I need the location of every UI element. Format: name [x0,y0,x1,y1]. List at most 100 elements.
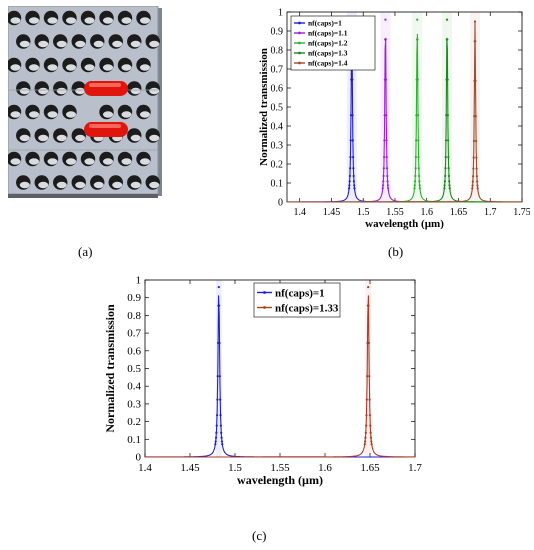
series-point [413,184,416,187]
series-point [215,431,218,434]
air-hole [80,57,96,73]
air-hole [16,34,31,49]
x-tick-label: 1.5 [228,462,242,474]
y-tick-label: 0.8 [271,46,284,57]
air-hole [62,151,77,167]
series-point [349,114,353,117]
air-hole [99,104,114,120]
series-point [370,440,373,443]
legend-entry: nf(caps)=1.3 [308,49,348,58]
series-point [383,114,386,117]
air-hole [53,81,68,96]
y-tick-label: 0.7 [271,65,284,76]
series-point [351,139,354,142]
legend-marker [263,306,266,309]
series-point [214,443,217,446]
legend-entry: nf(caps)=1 [275,287,325,299]
series-point [472,156,475,159]
series-point [413,187,416,190]
air-hole [16,175,31,190]
panel-label-c: (c) [252,528,267,543]
legend-entry: nf(caps)=1.4 [308,59,348,68]
air-hole [8,104,22,120]
legend-marker [263,291,266,294]
legend-marker [298,51,301,55]
series-point [382,180,385,183]
legend-entry: nf(caps)=1.2 [308,39,348,48]
y-tick-label: 0.5 [271,103,284,114]
series-point [353,187,356,190]
series-point [444,167,447,170]
series-point [386,184,389,187]
air-hole [8,57,22,73]
x-tick-label: 1.7 [408,462,422,474]
air-hole [16,128,31,143]
series-point [370,443,373,446]
air-hole [145,175,160,190]
series-point [385,114,388,117]
series-point [417,167,420,170]
panel-label-a: (a) [78,244,93,259]
photonic-crystal-illustration [8,6,162,198]
series-point [216,398,219,401]
series-point [473,115,476,118]
y-axis-label: Normalized transmission [258,48,270,166]
series-point [369,436,373,439]
series-point [416,38,419,41]
series-point [218,375,221,378]
series-point [476,184,479,187]
y-tick-label: 0.6 [271,84,284,95]
series-point [444,174,447,178]
series-point [366,375,369,378]
legend-box [253,282,341,318]
series-point [215,414,219,417]
x-tick-label: 1.4 [293,207,306,218]
red-capsule [84,81,128,96]
x-tick-label: 1.6 [420,207,433,218]
series-glow [442,12,453,202]
air-hole [53,34,68,49]
series-point [349,139,352,142]
air-hole [62,104,77,120]
series-point [220,440,224,443]
air-hole [127,128,142,143]
air-hole [71,81,86,96]
series-point [351,114,354,117]
y-tick-label: 0.3 [127,398,141,410]
x-tick-label: 1.45 [323,207,341,218]
air-hole [71,175,86,190]
x-tick-label: 1.5 [357,207,370,218]
series-point [472,167,475,170]
series-point [446,114,449,117]
air-hole [53,175,68,190]
legend-entry: nf(caps)=1 [308,19,342,28]
y-tick-label: 0.1 [127,434,141,446]
series-point [217,285,220,289]
series-point [214,436,218,439]
series-point [349,156,352,159]
series-point [220,436,223,439]
y-axis-label: Normalized transmission [103,304,117,433]
air-hole [34,81,49,96]
legend-entry: nf(caps)=1.1 [308,29,348,38]
series-point [219,398,222,401]
series-point [348,184,351,187]
series-point [416,78,419,81]
air-hole [43,104,59,120]
air-hole [145,81,160,96]
series-glow [365,280,372,457]
air-hole [25,10,40,26]
series-point [369,431,372,434]
series-point [351,78,354,81]
x-tick-label: 1.55 [270,462,290,474]
y-tick-label: 0 [278,198,283,209]
series-point [365,424,368,427]
series-point [369,424,372,427]
series-point [474,40,477,43]
legend-entry: nf(caps)=1.33 [275,302,339,314]
air-hole [136,10,151,26]
air-hole [117,104,133,120]
series-point [363,443,366,446]
series-point [382,167,385,170]
y-tick-label: 0.8 [127,310,141,322]
